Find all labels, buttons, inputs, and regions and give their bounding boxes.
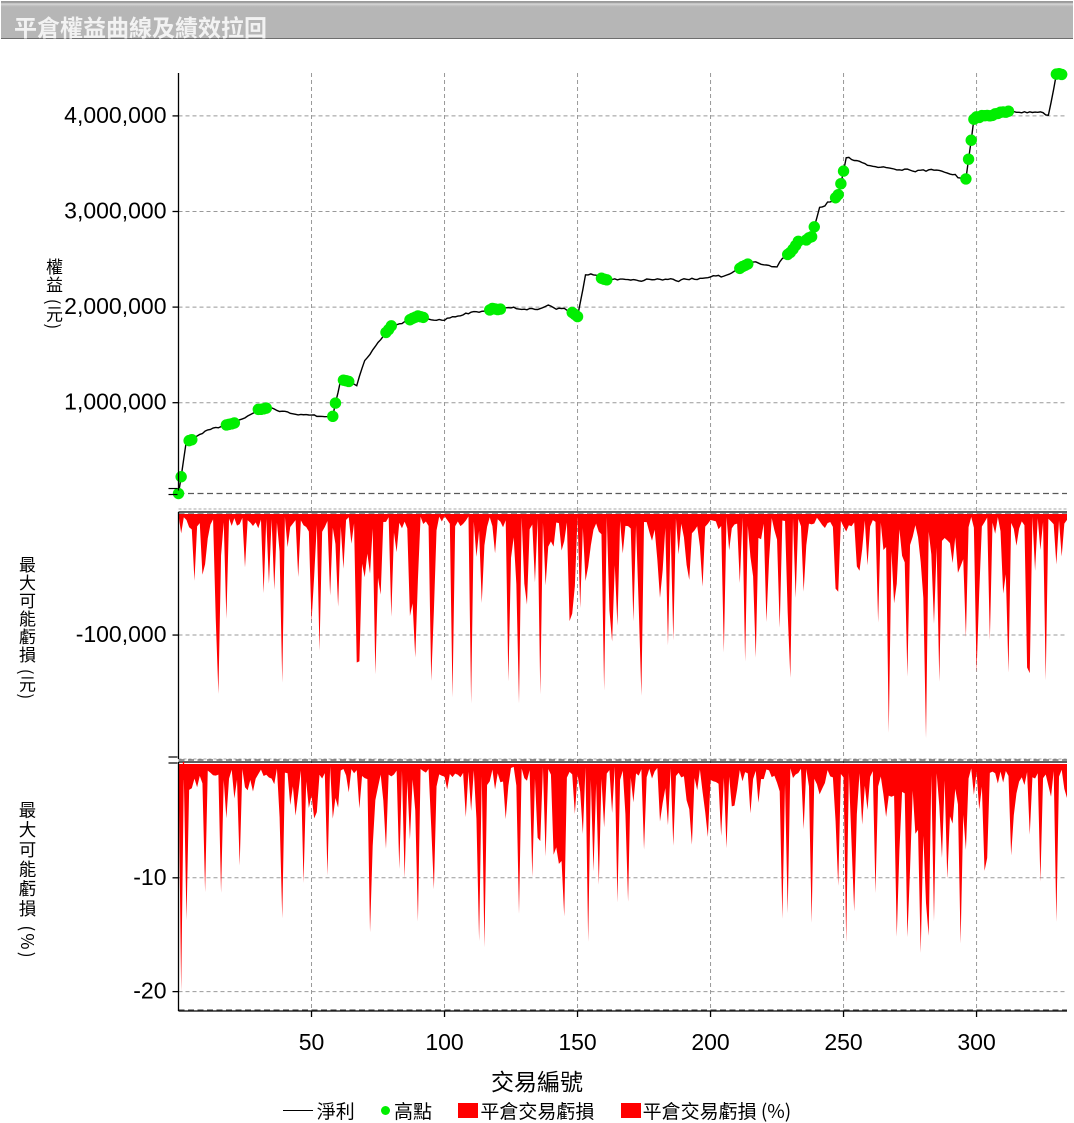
svg-text:100: 100 (425, 1029, 463, 1055)
svg-text:-10: -10 (133, 864, 166, 890)
svg-text:150: 150 (558, 1029, 596, 1055)
svg-text:4,000,000: 4,000,000 (64, 102, 166, 128)
svg-text:3,000,000: 3,000,000 (64, 198, 166, 224)
svg-text:50: 50 (299, 1029, 325, 1055)
svg-text:200: 200 (691, 1029, 729, 1055)
svg-text:-20: -20 (133, 978, 166, 1004)
svg-text:300: 300 (957, 1029, 995, 1055)
svg-text:1,000,000: 1,000,000 (64, 389, 166, 415)
svg-text:2,000,000: 2,000,000 (64, 293, 166, 319)
svg-text:-100,000: -100,000 (76, 621, 167, 647)
svg-text:250: 250 (824, 1029, 862, 1055)
